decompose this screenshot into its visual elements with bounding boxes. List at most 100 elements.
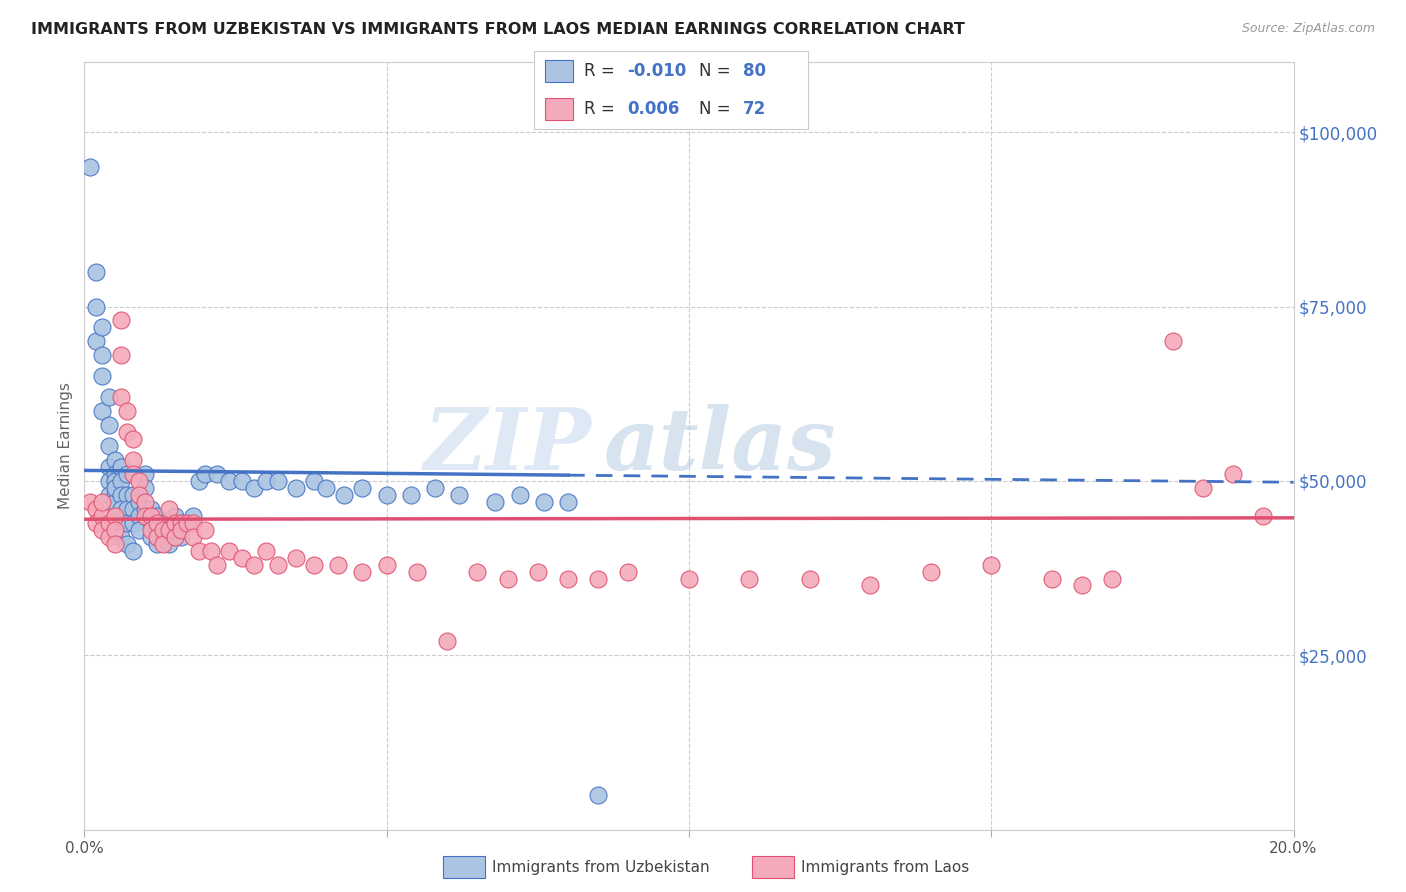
Point bbox=[91, 369, 114, 384]
Point bbox=[128, 523, 150, 537]
Text: 0.006: 0.006 bbox=[627, 100, 681, 118]
Point bbox=[79, 495, 101, 509]
Point bbox=[333, 488, 356, 502]
Point bbox=[104, 481, 127, 495]
Point bbox=[146, 523, 169, 537]
Point bbox=[231, 550, 253, 565]
Point bbox=[146, 508, 169, 523]
Point bbox=[449, 488, 471, 502]
Point bbox=[152, 536, 174, 550]
Point bbox=[285, 550, 308, 565]
Point bbox=[86, 265, 108, 279]
Point bbox=[254, 543, 277, 558]
Point bbox=[194, 523, 217, 537]
Text: 72: 72 bbox=[742, 100, 766, 118]
Point bbox=[588, 572, 610, 586]
Text: -0.010: -0.010 bbox=[627, 62, 686, 80]
Point bbox=[254, 474, 277, 488]
Point bbox=[110, 474, 132, 488]
Point bbox=[134, 467, 156, 481]
Point bbox=[1071, 578, 1094, 592]
Point bbox=[375, 558, 398, 572]
Point bbox=[1222, 467, 1244, 481]
Text: Source: ZipAtlas.com: Source: ZipAtlas.com bbox=[1241, 22, 1375, 36]
Text: R =: R = bbox=[583, 62, 620, 80]
Point bbox=[859, 578, 882, 592]
Point bbox=[218, 543, 240, 558]
Point bbox=[104, 453, 127, 467]
Point bbox=[200, 543, 222, 558]
Text: IMMIGRANTS FROM UZBEKISTAN VS IMMIGRANTS FROM LAOS MEDIAN EARNINGS CORRELATION C: IMMIGRANTS FROM UZBEKISTAN VS IMMIGRANTS… bbox=[31, 22, 965, 37]
Point bbox=[97, 530, 120, 544]
Point bbox=[242, 481, 264, 495]
Point bbox=[242, 558, 264, 572]
Point bbox=[115, 536, 138, 550]
Point bbox=[617, 565, 640, 579]
Point bbox=[678, 572, 700, 586]
Point bbox=[302, 474, 325, 488]
Point bbox=[157, 523, 180, 537]
Point bbox=[328, 558, 350, 572]
Point bbox=[91, 523, 114, 537]
Point bbox=[799, 572, 821, 586]
Point bbox=[97, 439, 120, 453]
Point bbox=[207, 558, 229, 572]
Point bbox=[110, 516, 132, 530]
Point bbox=[738, 572, 761, 586]
Point bbox=[181, 516, 204, 530]
Point bbox=[110, 488, 132, 502]
Point bbox=[134, 481, 156, 495]
Point bbox=[170, 530, 193, 544]
Point bbox=[86, 334, 108, 349]
Point bbox=[121, 516, 143, 530]
Point bbox=[165, 530, 187, 544]
Point bbox=[406, 565, 429, 579]
Point bbox=[302, 558, 325, 572]
Point bbox=[121, 543, 143, 558]
Point bbox=[436, 634, 458, 648]
Point bbox=[104, 501, 127, 516]
Point bbox=[115, 404, 138, 418]
Point bbox=[128, 474, 150, 488]
Point bbox=[97, 459, 120, 474]
Point bbox=[207, 467, 229, 481]
Point bbox=[315, 481, 337, 495]
Point bbox=[134, 508, 156, 523]
Point bbox=[496, 572, 519, 586]
Point bbox=[121, 467, 143, 481]
Point bbox=[157, 536, 180, 550]
Point bbox=[110, 459, 132, 474]
Point bbox=[165, 516, 187, 530]
Point bbox=[115, 516, 138, 530]
Point bbox=[110, 390, 132, 404]
Point bbox=[194, 467, 217, 481]
Point bbox=[91, 508, 114, 523]
Point bbox=[152, 530, 174, 544]
Point bbox=[115, 425, 138, 439]
Point bbox=[980, 558, 1002, 572]
Text: Immigrants from Laos: Immigrants from Laos bbox=[801, 860, 970, 874]
Point bbox=[352, 565, 374, 579]
Point bbox=[91, 320, 114, 334]
Point bbox=[91, 348, 114, 362]
Point bbox=[104, 467, 127, 481]
Point bbox=[146, 516, 169, 530]
Point bbox=[920, 565, 942, 579]
Point bbox=[218, 474, 240, 488]
Point bbox=[170, 516, 193, 530]
Point bbox=[121, 501, 143, 516]
FancyBboxPatch shape bbox=[546, 61, 572, 82]
Point bbox=[588, 788, 610, 802]
Point bbox=[1253, 508, 1275, 523]
Point bbox=[86, 516, 108, 530]
Text: ZIP: ZIP bbox=[425, 404, 592, 488]
FancyBboxPatch shape bbox=[546, 98, 572, 120]
Point bbox=[467, 565, 489, 579]
Point bbox=[152, 523, 174, 537]
Point bbox=[139, 523, 162, 537]
Point bbox=[1101, 572, 1123, 586]
Point bbox=[134, 501, 156, 516]
Point bbox=[128, 495, 150, 509]
Point bbox=[110, 313, 132, 327]
Point bbox=[188, 543, 211, 558]
